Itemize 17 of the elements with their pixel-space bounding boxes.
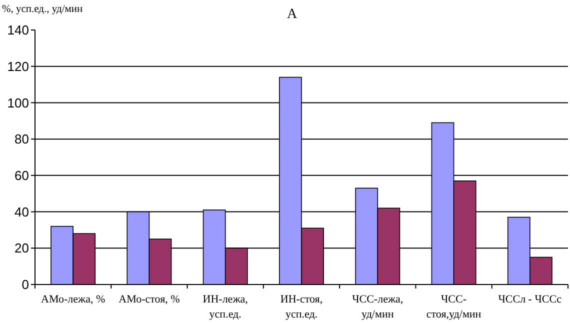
y-tick-label: 40 xyxy=(14,204,29,220)
y-tick-label: 100 xyxy=(7,95,29,110)
y-tick-label: 20 xyxy=(14,240,29,256)
x-tick-label: ЧСС-стоя,уд/мин xyxy=(426,294,482,320)
y-tick-label: 120 xyxy=(7,58,29,74)
x-tick-label: ЧСС-лежа, уд/мин xyxy=(352,294,404,320)
x-tick-label: ИН-лежа, усп.ед. xyxy=(202,294,248,320)
y-axis-title: %, усп.ед., уд/мин xyxy=(2,4,83,15)
y-tick-label: 140 xyxy=(7,22,29,38)
x-tick-label: АМо-стоя, % xyxy=(118,294,180,306)
y-tick-label: 60 xyxy=(14,168,29,183)
x-tick-label: ИН-стоя, усп.ед. xyxy=(280,294,323,320)
y-tick-label: 80 xyxy=(14,132,29,147)
x-tick-label: АМо-лежа, % xyxy=(41,294,106,306)
x-tick-label: ЧССл - ЧССс xyxy=(498,294,562,306)
y-tick-label: 0 xyxy=(22,277,29,292)
chart-title: А xyxy=(286,7,298,22)
